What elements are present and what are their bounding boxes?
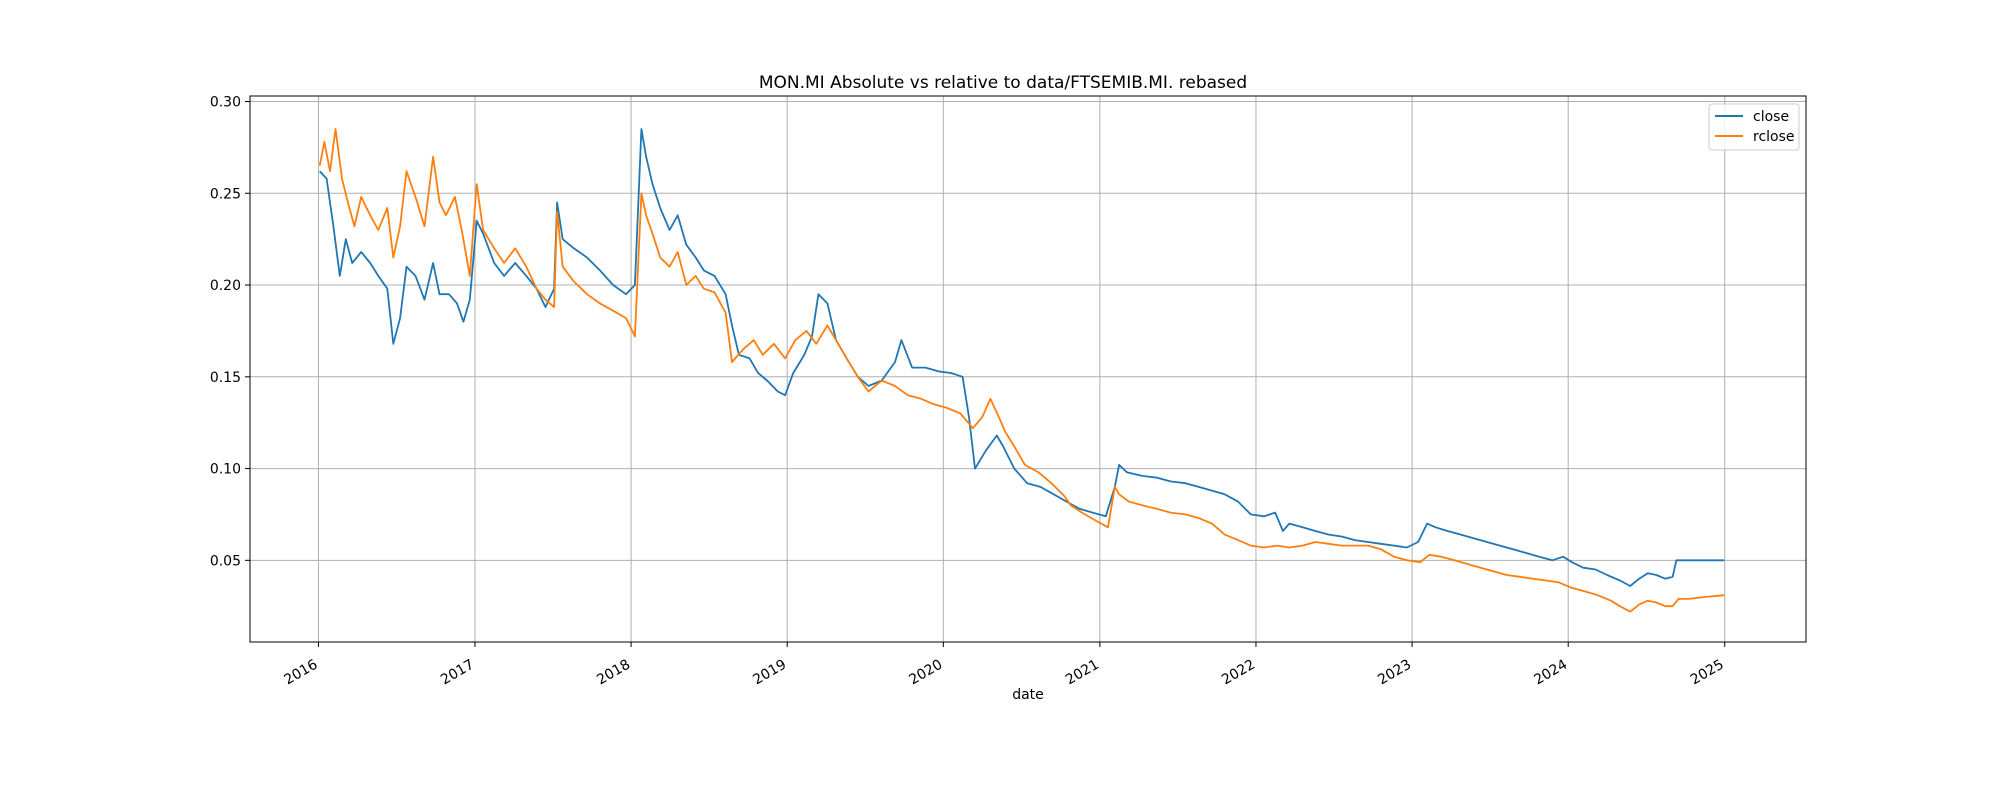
y-tick-label: 0.20	[210, 278, 241, 294]
legend-label-rclose: rclose	[1753, 129, 1795, 145]
y-tick-label: 0.10	[210, 462, 241, 478]
series-line-close	[319, 128, 1725, 587]
chart-title: MON.MI Absolute vs relative to data/FTSE…	[759, 73, 1247, 93]
series-group	[318, 128, 1725, 613]
y-tick-label: 0.25	[210, 186, 241, 202]
plot-frame	[249, 95, 1807, 643]
legend: close rclose	[1708, 103, 1800, 151]
x-axis-label: date	[1012, 687, 1044, 703]
legend-label-close: close	[1753, 109, 1789, 125]
y-axis: 0.05 0.10 0.15 0.20 0.25 0.30	[210, 95, 250, 569]
y-tick-label: 0.05	[210, 553, 241, 569]
series-line-rclose	[318, 128, 1725, 613]
y-tick-label: 0.15	[210, 370, 241, 386]
grid	[250, 96, 1806, 642]
y-tick-label: 0.30	[210, 95, 241, 111]
